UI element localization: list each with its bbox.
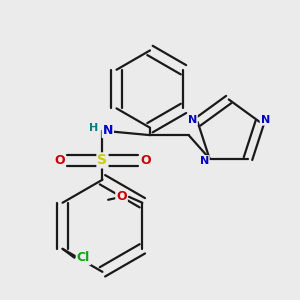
Text: N: N (200, 156, 209, 166)
Text: O: O (116, 190, 127, 203)
Text: S: S (98, 153, 107, 167)
Text: N: N (188, 115, 197, 125)
Text: N: N (261, 115, 270, 125)
Text: N: N (103, 124, 113, 137)
Text: O: O (54, 154, 65, 167)
Text: H: H (89, 123, 98, 133)
Text: Cl: Cl (77, 251, 90, 264)
Text: O: O (140, 154, 151, 167)
